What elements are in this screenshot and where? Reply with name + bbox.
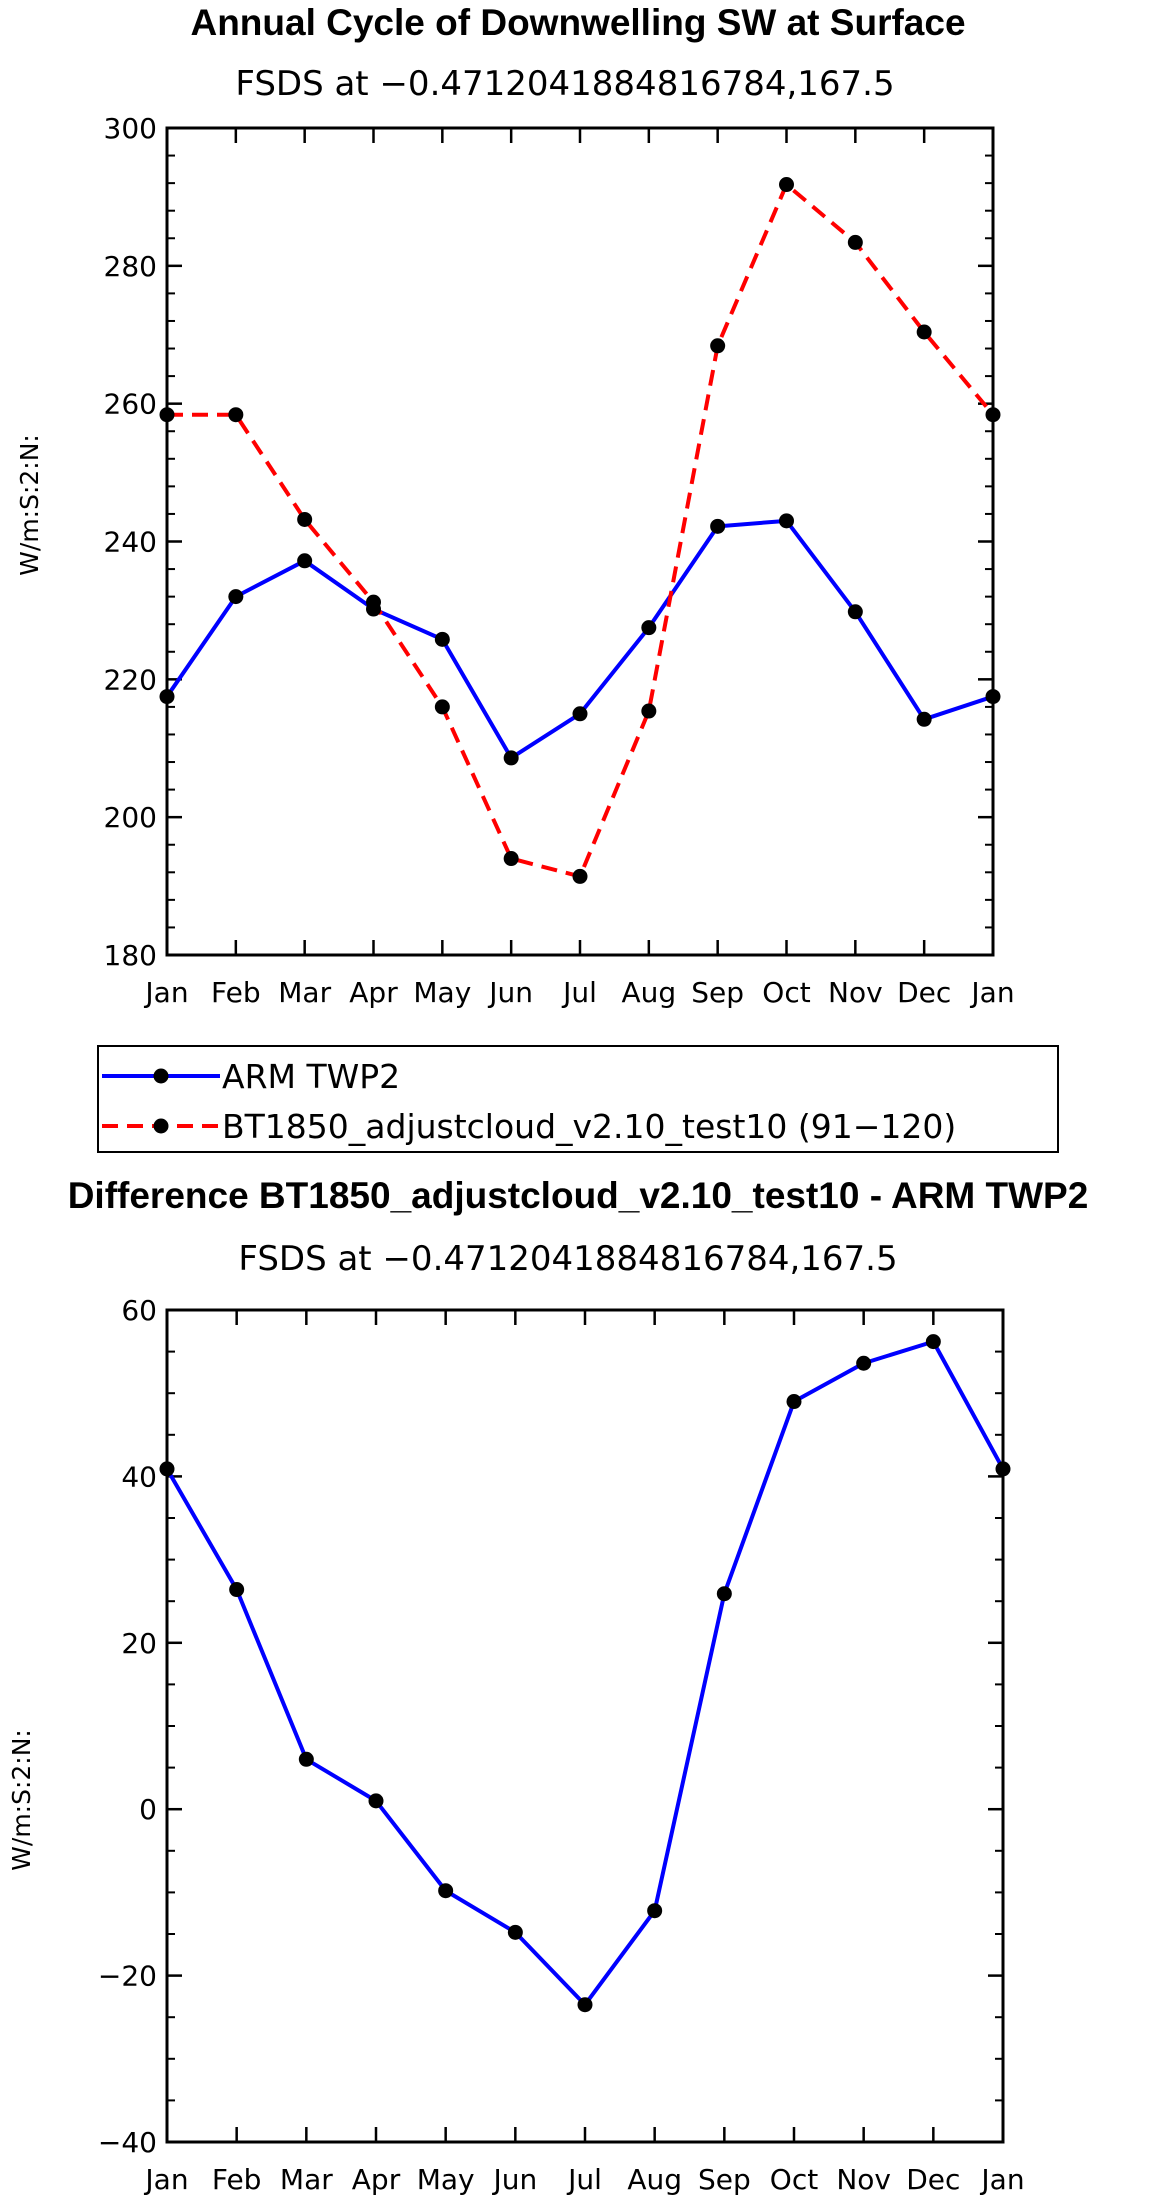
chart1-x-tick-label: Jun — [487, 976, 533, 1009]
chart2-series-1-line — [165, 1339, 1005, 2007]
chart1-series-2-point — [847, 234, 863, 250]
chart1-series-1-point — [434, 631, 450, 647]
legend-label-series-2: BT1850_adjustcloud_v2.10_test10 (91−120) — [222, 1107, 956, 1146]
chart1-y-tick-label: 180 — [104, 939, 157, 972]
chart1-subtitle: FSDS at −0.4712041884816784,167.5 — [235, 64, 894, 104]
chart2-series-1-point — [577, 1997, 593, 2013]
chart2-y-tick-label: −40 — [98, 2126, 157, 2159]
chart2-x-tick-label: Jul — [566, 2163, 602, 2196]
chart1-x-tick-label: Sep — [691, 976, 744, 1009]
legend-box — [97, 1045, 1059, 1153]
chart1-series-2-point — [503, 851, 519, 867]
chart1-series-1-point — [710, 518, 726, 534]
chart2-x-tick-label: Dec — [906, 2163, 960, 2196]
chart1-series-1-point — [297, 553, 313, 569]
chart2-x-tick-label: Jan — [979, 2163, 1024, 2196]
chart1-series-2-point — [641, 703, 657, 719]
chart2-x-tick-label: Jan — [143, 2163, 188, 2196]
chart2-y-tick-label: 60 — [121, 1294, 157, 1327]
chart1-series-1-point — [916, 711, 932, 727]
chart2-series-1-point — [159, 1461, 175, 1477]
chart2-x-tick-label: Sep — [698, 2163, 751, 2196]
chart1-x-tick-label: Dec — [897, 976, 951, 1009]
chart2-series-1-point — [925, 1334, 941, 1350]
chart2-y-tick-label: 40 — [121, 1460, 157, 1493]
chart1-x-tick-label: Nov — [828, 976, 883, 1009]
chart2-series-1-point — [368, 1793, 384, 1809]
chart1-y-tick-label: 260 — [104, 388, 157, 421]
chart1-series-2-point — [572, 868, 588, 884]
chart2-subtitle: FSDS at −0.4712041884816784,167.5 — [238, 1239, 897, 1279]
chart1-x-tick-label: Jan — [969, 976, 1014, 1009]
chart1-series-2-point — [710, 338, 726, 354]
chart2-series-1-point — [507, 1924, 523, 1940]
chart2-series-1-point — [229, 1582, 245, 1598]
chart1-series-2-point — [779, 177, 794, 193]
chart2-series-1-point — [647, 1903, 663, 1919]
chart1-series-2-line — [167, 182, 995, 879]
chart1-series-1-point — [641, 620, 657, 636]
chart2-y-tick-label: −20 — [98, 1960, 157, 1993]
chart1-series-1-point — [228, 589, 244, 605]
chart1-frame — [165, 126, 995, 957]
legend-marker-series-1 — [153, 1068, 169, 1084]
chart2-plot-area: −40 −20 0 20 40 60 Jan Feb Mar Apr May Jun Jul Aug Sep… — [98, 1294, 1025, 2196]
chart1-series-1-point — [779, 513, 794, 529]
chart1-x-tick-label: Feb — [211, 976, 261, 1009]
chart1-series-1-point — [985, 689, 1001, 705]
chart1-x-tick-label: Aug — [621, 976, 676, 1009]
chart1-series-2-point — [366, 594, 381, 610]
chart2-y-axis-label: W/m:S:2:N: — [7, 1729, 36, 1871]
chart2-series-1-point — [298, 1751, 314, 1767]
chart1-y-tick-label: 300 — [104, 112, 157, 145]
chart1-x-tick-label: Apr — [349, 976, 398, 1009]
chart1-series-1-line — [165, 518, 994, 760]
chart1-x-tick-label: May — [413, 976, 471, 1009]
chart1-title: Annual Cycle of Downwelling SW at Surfac… — [190, 2, 965, 43]
chart1-series-2-point — [297, 511, 313, 527]
chart1-series-1-point — [572, 706, 588, 722]
chart1-x-tick-label: Mar — [278, 976, 331, 1009]
chart1-plot-area: 180 200 220 240 260 280 300 Jan Feb Mar Apr May Jun J… — [104, 112, 1015, 1009]
chart2-x-tick-label: Nov — [836, 2163, 891, 2196]
chart1-y-tick-label: 200 — [104, 801, 157, 834]
chart1-y-tick-label: 220 — [104, 663, 157, 696]
chart1-y-axis-label: W/m:S:2:N: — [15, 434, 44, 576]
chart2-x-tick-label: Feb — [212, 2163, 262, 2196]
chart2-series-1-point — [856, 1355, 872, 1371]
chart1-series-1-point — [503, 750, 519, 766]
chart2-series-1-point — [716, 1586, 732, 1602]
chart2-x-tick-label: May — [417, 2163, 475, 2196]
chart2-title: Difference BT1850_adjustcloud_v2.10_test… — [68, 1175, 1089, 1216]
chart2-x-tick-label: Jun — [491, 2163, 537, 2196]
chart1-x-tick-label: Jan — [143, 976, 188, 1009]
chart1-series-1-point — [159, 689, 175, 705]
chart1-series-1-point — [847, 604, 863, 620]
chart1-y-tick-label: 240 — [104, 526, 157, 559]
chart1-x-tick-label: Oct — [762, 976, 810, 1009]
chart1-x-tick-label: Jul — [561, 976, 597, 1009]
chart1-series-2-point — [228, 407, 244, 423]
chart2-x-tick-label: Oct — [770, 2163, 818, 2196]
chart2-y-tick-label: 0 — [139, 1793, 157, 1826]
chart1-series-2-point — [916, 324, 932, 340]
chart2-x-tick-label: Apr — [352, 2163, 401, 2196]
chart1-series-2-point — [985, 407, 1001, 423]
chart1-y-tick-label: 280 — [104, 250, 157, 283]
chart2-series-1-point — [438, 1883, 454, 1899]
chart2-series-1-point — [786, 1394, 802, 1410]
legend-marker-series-2 — [153, 1118, 169, 1134]
chart1-series-2-point — [159, 407, 175, 423]
legend-label-series-1: ARM TWP2 — [222, 1057, 400, 1096]
chart1-series-2-point — [434, 699, 450, 715]
chart2-series-1-point — [995, 1461, 1011, 1477]
chart2-y-tick-label: 20 — [121, 1627, 157, 1660]
legend: ARM TWP2 BT1850_adjustcloud_v2.10_test10… — [97, 1045, 1059, 1153]
chart2-x-tick-label: Mar — [280, 2163, 333, 2196]
chart2-x-tick-label: Aug — [627, 2163, 682, 2196]
